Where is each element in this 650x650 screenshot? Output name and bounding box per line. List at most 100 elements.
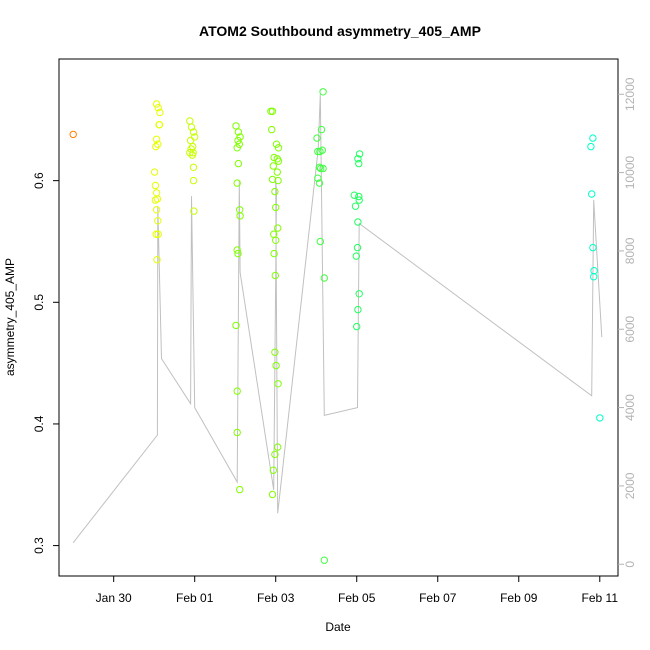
y2-tick-label: 8000 — [623, 237, 637, 264]
data-point — [152, 135, 161, 144]
data-point — [152, 230, 160, 238]
data-point — [270, 249, 278, 258]
data-point — [236, 133, 244, 141]
data-point — [316, 237, 324, 246]
data-point — [315, 179, 324, 187]
series-line — [72, 94, 603, 544]
data-point — [320, 556, 328, 564]
data-point — [270, 153, 278, 162]
data-point — [590, 267, 598, 275]
data-point — [319, 164, 327, 173]
y-axis-label: asymmetry_405_AMP — [3, 258, 17, 376]
data-point — [355, 159, 363, 168]
chart-title: ATOM2 Southbound asymmetry_405_AMP — [199, 23, 481, 39]
data-point — [189, 128, 198, 136]
data-point — [69, 130, 77, 139]
x-tick-label: Feb 01 — [176, 591, 214, 605]
data-point — [590, 273, 598, 281]
data-point — [354, 218, 362, 226]
data-point — [355, 196, 363, 204]
data-point — [236, 212, 244, 220]
data-point — [152, 100, 161, 108]
data-point — [152, 206, 161, 214]
data-point — [233, 428, 241, 437]
data-point — [271, 450, 279, 459]
data-point — [271, 348, 279, 356]
data-point — [236, 485, 244, 494]
series-line-group — [72, 94, 603, 544]
data-point — [317, 125, 326, 134]
data-point — [187, 123, 196, 131]
data-point — [235, 140, 244, 148]
data-point — [589, 243, 597, 252]
y2-tick-label: 12000 — [623, 77, 637, 111]
data-point — [352, 252, 360, 260]
data-point — [274, 144, 283, 152]
y-tick-label: 0.6 — [32, 172, 46, 189]
data-point — [354, 155, 362, 163]
data-point — [274, 443, 282, 451]
data-point — [153, 256, 161, 264]
data-point — [154, 230, 162, 238]
data-point — [353, 243, 362, 252]
data-point — [234, 136, 242, 145]
data-point — [274, 157, 283, 165]
data-point — [271, 271, 279, 280]
x-tick-label: Feb 09 — [500, 591, 538, 605]
data-point — [268, 490, 277, 499]
data-point — [154, 140, 162, 148]
y-axis: 0.3 0.4 0.5 0.6 — [32, 172, 59, 554]
x-tick-label: Feb 07 — [419, 591, 457, 605]
data-point — [150, 168, 159, 176]
data-point — [268, 107, 277, 116]
data-point — [151, 196, 160, 204]
data-point — [232, 122, 240, 130]
y2-tick-label: 6000 — [623, 316, 637, 343]
data-point — [587, 142, 595, 151]
data-point — [189, 176, 198, 185]
data-point — [355, 290, 363, 298]
data-point — [272, 203, 280, 212]
data-point — [234, 128, 243, 136]
data-point — [154, 104, 162, 112]
data-point — [314, 147, 322, 156]
plot-frame — [58, 58, 619, 577]
x-axis-label: Date — [325, 620, 351, 634]
data-point — [350, 191, 358, 199]
y2-tick-label: 10000 — [623, 156, 637, 190]
data-point — [155, 121, 164, 129]
secondary-y-axis: 0 2000 4000 6000 8000 10000 12000 — [618, 77, 637, 568]
data-point — [190, 207, 198, 215]
x-axis: Jan 30 Feb 01 Feb 03 Feb 05 Feb 07 Feb 09 Feb … — [96, 576, 618, 605]
y2-tick-label: 0 — [623, 561, 637, 568]
data-point — [272, 361, 280, 370]
data-point — [233, 144, 241, 152]
y2-tick-label: 2000 — [623, 472, 637, 499]
data-point — [269, 466, 277, 474]
data-point — [319, 88, 327, 96]
data-point — [233, 246, 241, 254]
data-point — [189, 163, 198, 172]
data-point — [317, 164, 325, 173]
y-tick-label: 0.5 — [32, 294, 46, 311]
data-point — [274, 380, 282, 388]
data-point — [274, 224, 282, 232]
data-point — [186, 136, 195, 145]
data-point — [354, 305, 362, 314]
series-points-group — [69, 88, 604, 564]
y-tick-label: 0.4 — [32, 415, 46, 432]
data-point — [273, 168, 281, 176]
data-point — [234, 249, 242, 258]
data-point — [313, 134, 321, 142]
data-point — [186, 117, 194, 125]
data-point — [271, 187, 279, 196]
data-point — [234, 159, 243, 168]
data-point — [156, 108, 164, 117]
data-point — [191, 133, 199, 141]
data-point — [269, 162, 277, 170]
data-point — [351, 202, 360, 210]
data-point — [355, 192, 363, 201]
data-point — [589, 134, 597, 142]
y2-tick-label: 4000 — [623, 394, 637, 421]
